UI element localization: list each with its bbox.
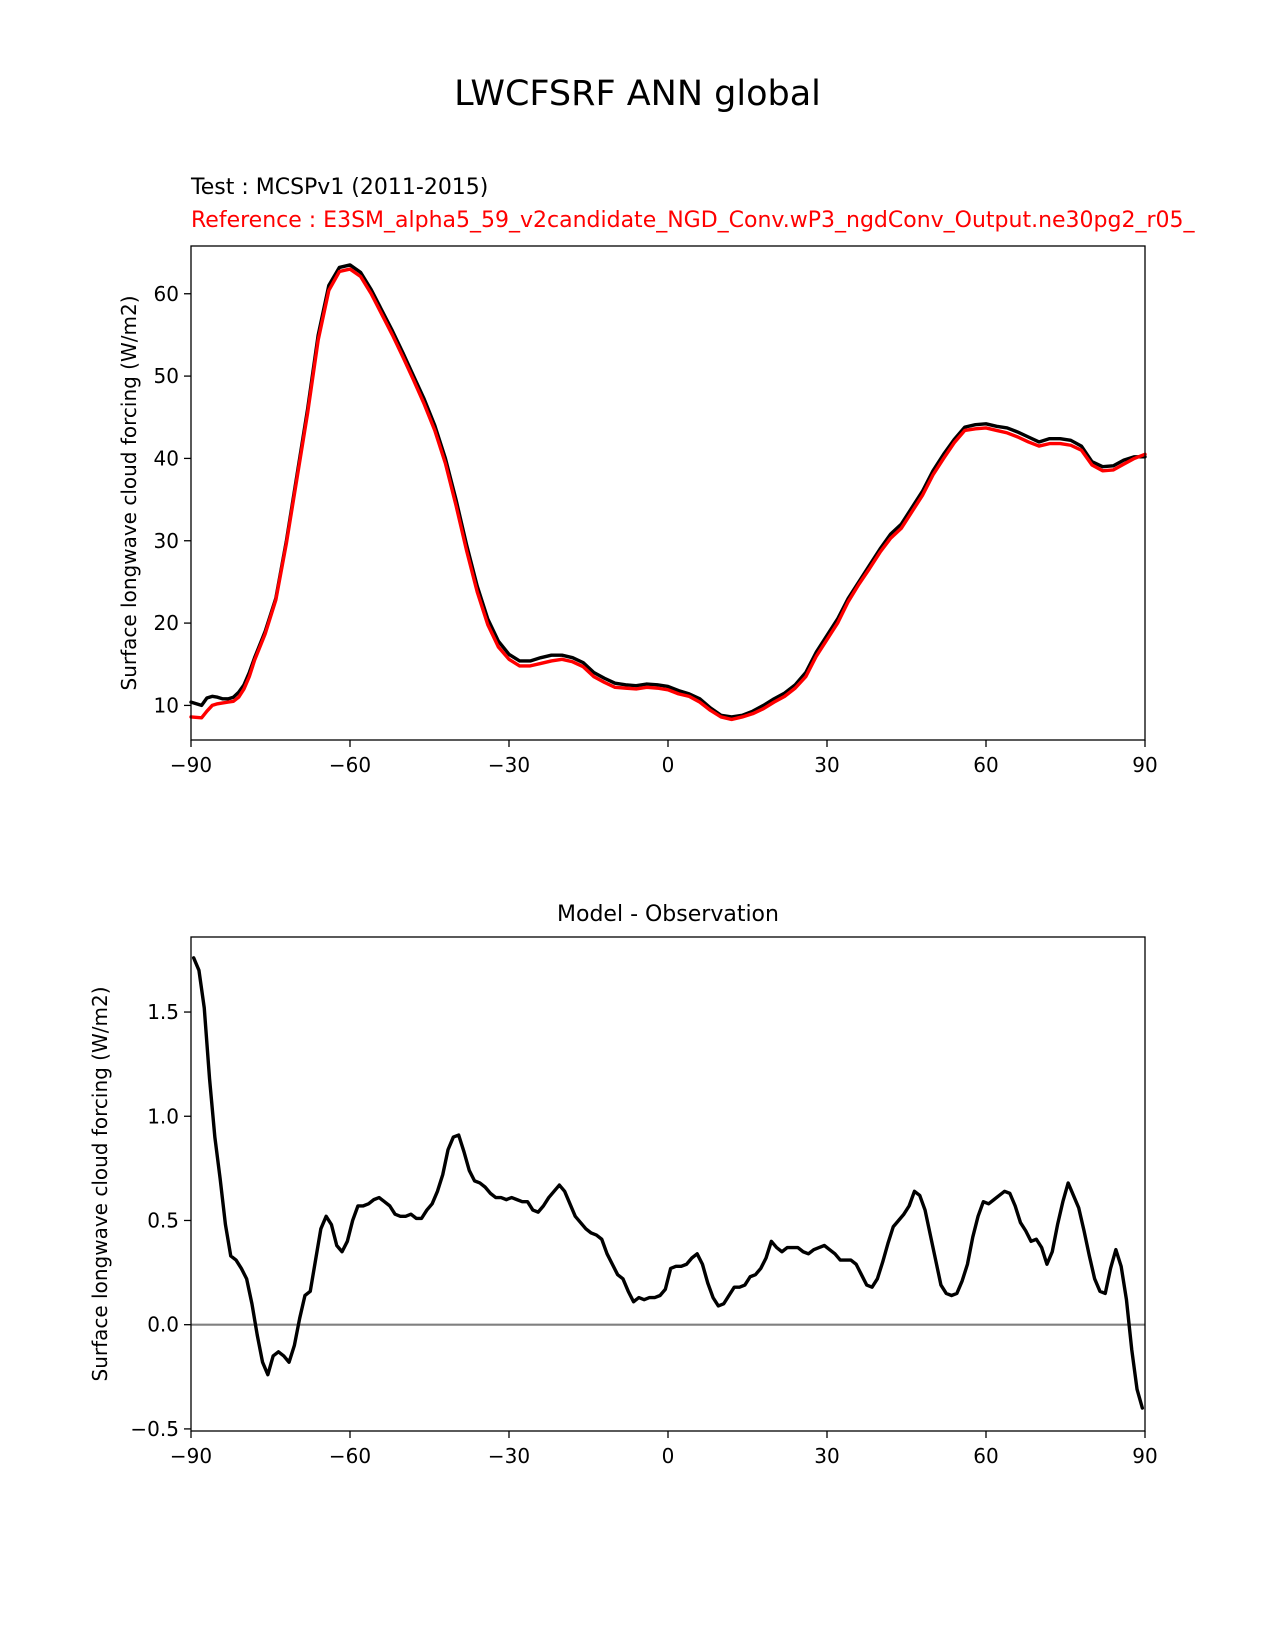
bottom-y-tick-label: 0.0	[147, 1313, 179, 1337]
bottom-x-tick-label: −90	[170, 1444, 212, 1468]
bottom-line-plot: −90 −60 −30 0 30 60 90 −0.5 0.0 0.5 1.0 1.5 Surfac…	[88, 936, 1158, 1468]
top-y-tick-label: 30	[154, 529, 179, 553]
top-x-tick-label: −60	[329, 753, 371, 777]
bottom-x-tick-label: 90	[1132, 1444, 1157, 1468]
top-x-tick-label: −90	[170, 753, 212, 777]
bottom-plot-title: Model - Observation	[557, 902, 779, 927]
bottom-y-tick-label: 1.5	[147, 1000, 179, 1024]
reference-label: Reference : E3SM_alpha5_59_v2candidate_N…	[191, 208, 1195, 233]
bottom-x-tick-label: 0	[662, 1444, 675, 1468]
top-series-test	[189, 263, 1147, 719]
top-x-tick-label: 30	[814, 753, 839, 777]
test-label: Test : MCSPv1 (2011-2015)	[191, 175, 489, 200]
top-y-tick-label: 50	[154, 364, 179, 388]
top-y-tick-label: 20	[154, 611, 179, 635]
bottom-y-axis-label: Surface longwave cloud forcing (W/m2)	[88, 986, 112, 1381]
bottom-x-tick-label: −60	[329, 1444, 371, 1468]
top-y-tick-label: 40	[154, 446, 179, 470]
bottom-y-tick-label: −0.5	[130, 1417, 179, 1441]
bottom-plot-frame	[190, 936, 1146, 1432]
top-x-tick-label: 0	[662, 753, 675, 777]
top-x-tick-label: 90	[1132, 753, 1157, 777]
bottom-x-tick-label: −30	[488, 1444, 530, 1468]
bottom-x-tick-label: 60	[973, 1444, 998, 1468]
bottom-series-model-observation	[191, 956, 1145, 1410]
top-x-tick-label: −30	[488, 753, 530, 777]
top-y-tick-label: 60	[154, 282, 179, 306]
top-x-tick-label: 60	[973, 753, 998, 777]
top-y-axis-label: Surface longwave cloud forcing (W/m2)	[117, 295, 141, 690]
bottom-y-tick-label: 0.5	[147, 1208, 179, 1232]
top-plot-frame	[190, 245, 1146, 741]
top-line-plot: −90 −60 −30 0 30 60 90 10 20 30 40 50 60 Surface lo…	[117, 245, 1158, 777]
top-y-tick-label: 10	[154, 693, 179, 717]
page-title: LWCFSRF ANN global	[454, 74, 821, 114]
bottom-x-tick-label: 30	[814, 1444, 839, 1468]
bottom-y-tick-label: 1.0	[147, 1104, 179, 1128]
top-series-reference	[189, 267, 1147, 722]
